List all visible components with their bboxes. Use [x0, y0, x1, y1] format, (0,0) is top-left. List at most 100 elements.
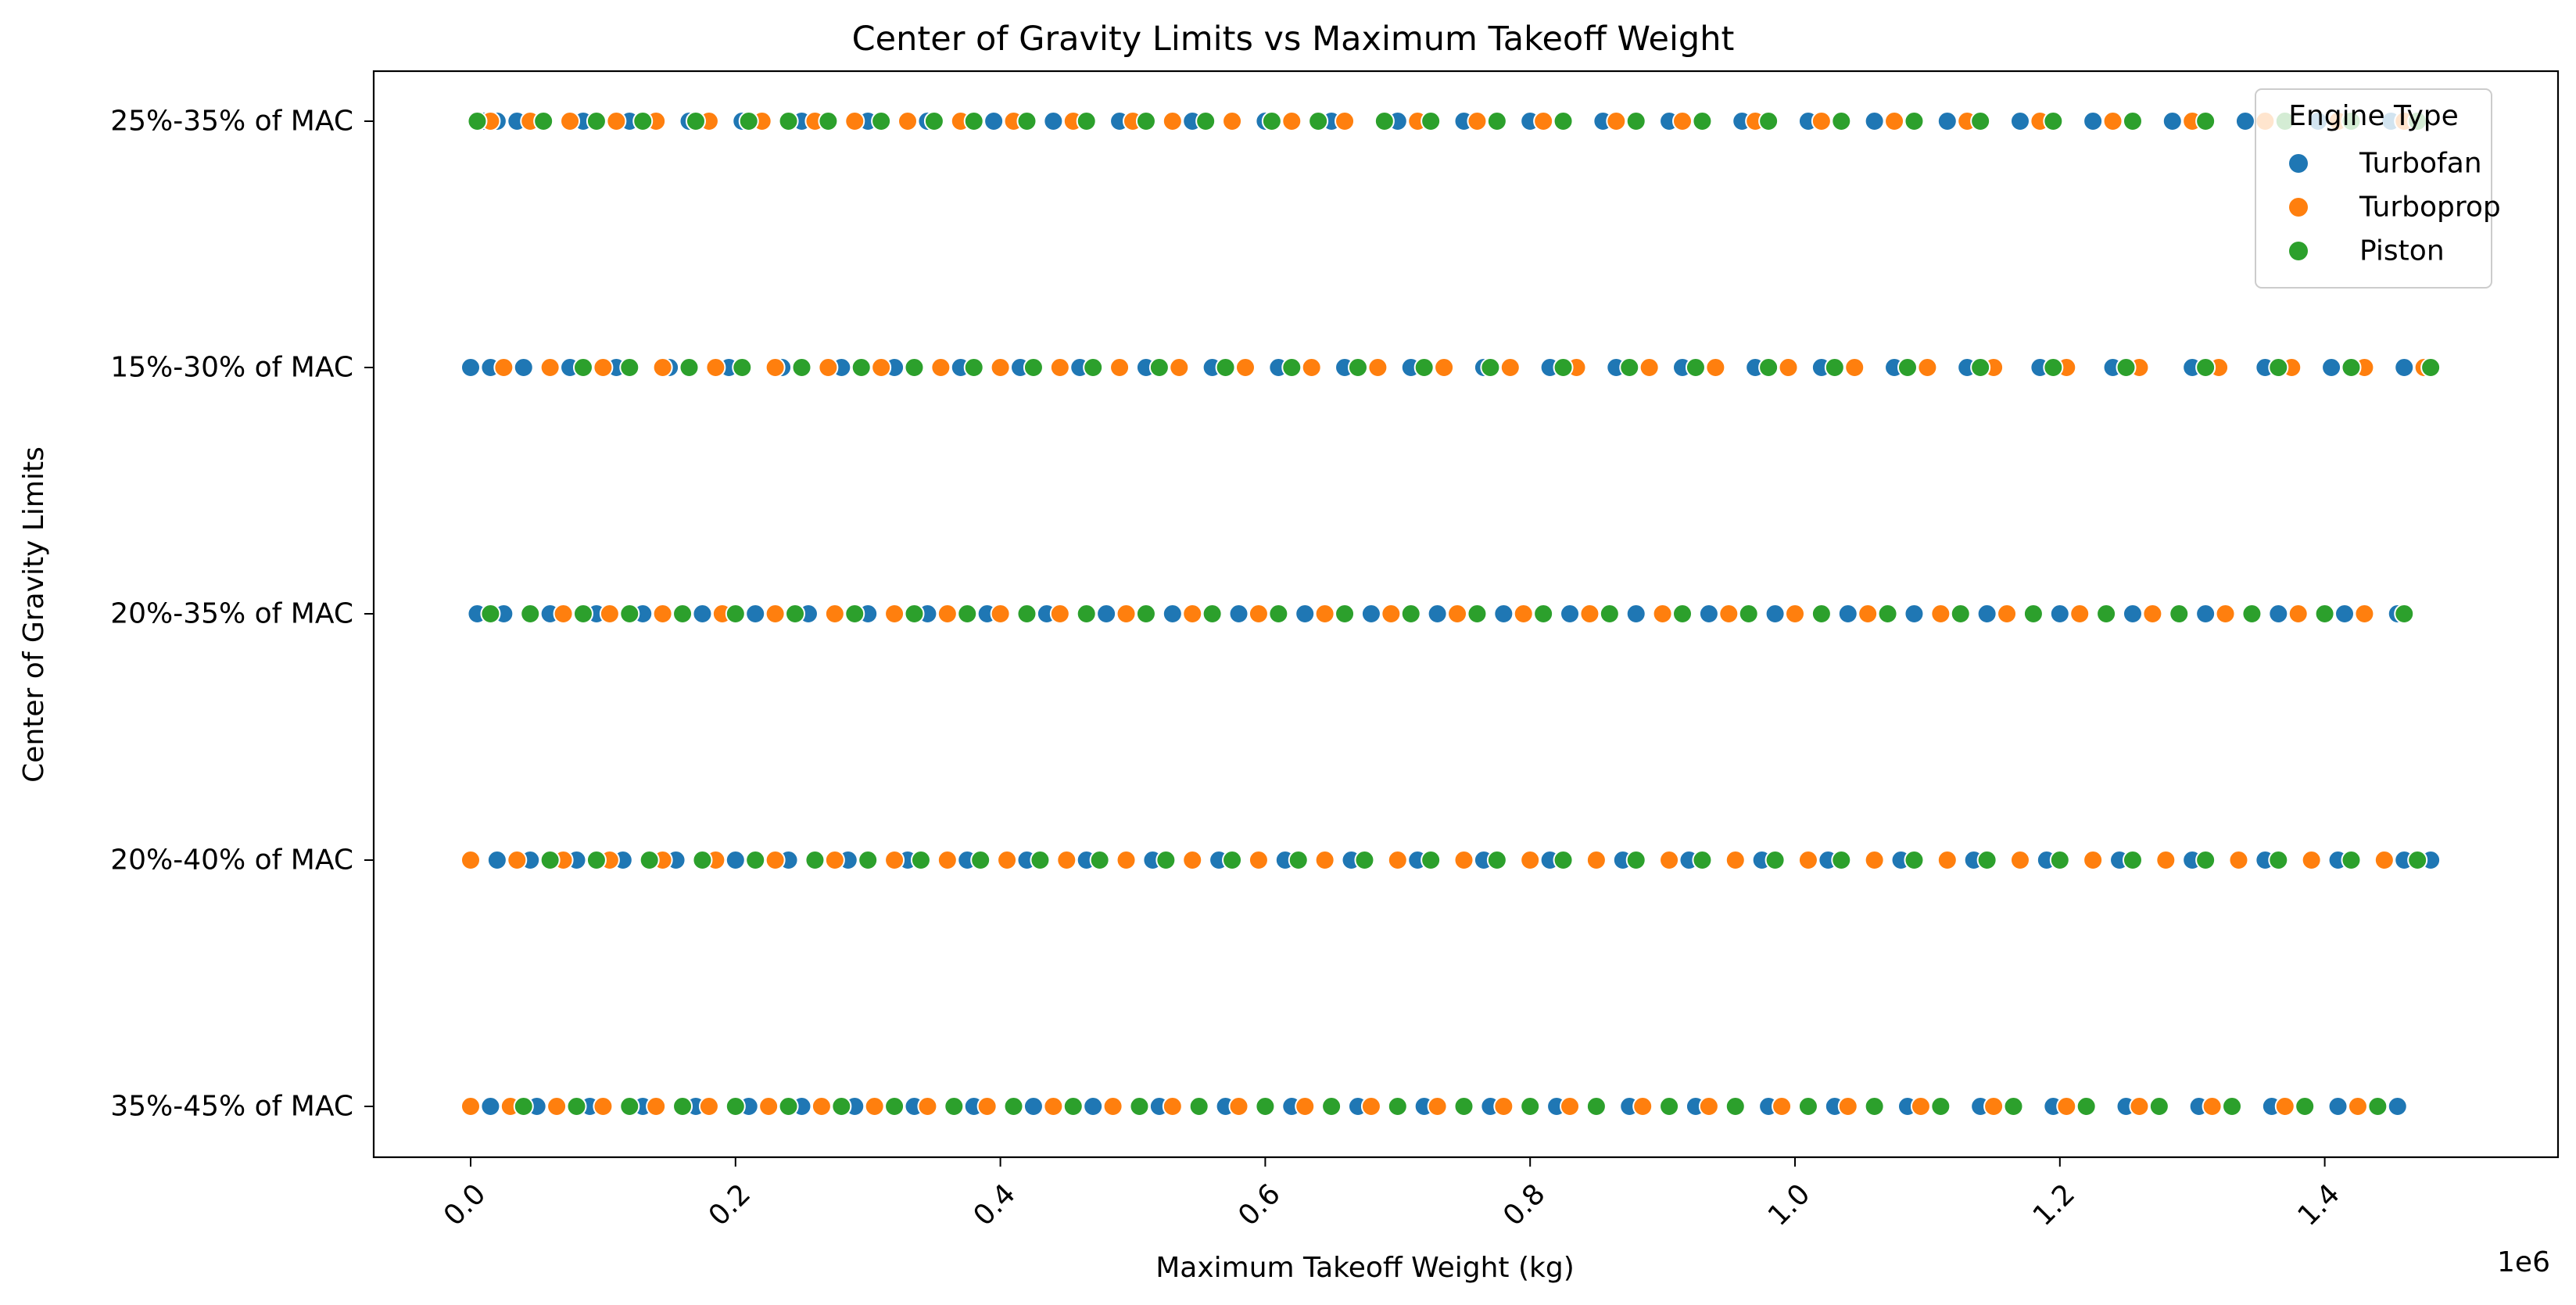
data-point [1360, 1096, 1381, 1117]
data-point [1148, 357, 1170, 378]
data-point [1560, 604, 1581, 624]
data-point [1797, 1096, 1818, 1117]
data-point [1043, 1096, 1064, 1117]
data-point [1936, 850, 1958, 870]
data-point [619, 1096, 640, 1117]
data-point [1447, 604, 1468, 624]
data-point [1255, 1096, 1276, 1117]
data-point [1520, 850, 1541, 870]
data-point [1434, 357, 1455, 378]
data-point [2009, 850, 2030, 870]
data-point [1016, 604, 1037, 624]
data-point [884, 850, 905, 870]
data-point [1248, 850, 1269, 870]
data-point [1480, 357, 1501, 378]
data-point [2122, 850, 2143, 870]
data-point [1155, 850, 1177, 870]
data-point [646, 1096, 667, 1117]
legend-label: Piston [2359, 235, 2445, 267]
data-point [1049, 357, 1070, 378]
data-point [1354, 850, 1375, 870]
data-point [765, 357, 786, 378]
data-point [1023, 1096, 1044, 1117]
data-point [1162, 1096, 1183, 1117]
data-point [844, 111, 865, 131]
data-point [460, 850, 481, 870]
y-tick-label: 35%-45% of MAC [110, 1091, 353, 1123]
data-points [460, 111, 2442, 1117]
data-point [2056, 1096, 2077, 1117]
data-point [824, 604, 845, 624]
data-point [1950, 604, 1971, 624]
data-point [1096, 604, 1117, 624]
data-point [1248, 604, 1269, 624]
data-point [2076, 1096, 2097, 1117]
data-point [1076, 604, 1097, 624]
data-point [593, 357, 614, 378]
data-point [2142, 604, 2163, 624]
data-point [1182, 850, 1203, 870]
data-point [705, 357, 726, 378]
data-point [963, 111, 984, 131]
data-point [1268, 604, 1289, 624]
data-point [1135, 604, 1156, 624]
data-point [1321, 1096, 1342, 1117]
data-point [2314, 604, 2335, 624]
data-point [871, 111, 892, 131]
data-point [1785, 604, 1805, 624]
data-point [672, 604, 693, 624]
data-point [1625, 850, 1646, 870]
data-point [1427, 604, 1448, 624]
data-point [871, 357, 892, 378]
y-tick-label: 15%-30% of MAC [110, 352, 353, 384]
data-point [997, 850, 1018, 870]
data-point [2268, 357, 2289, 378]
data-point [957, 604, 978, 624]
data-point [2043, 357, 2064, 378]
data-point [1778, 357, 1799, 378]
data-point [1904, 604, 1925, 624]
chart-title: Center of Gravity Limits vs Maximum Take… [852, 20, 1735, 59]
data-point [553, 604, 574, 624]
data-point [1162, 604, 1183, 624]
data-point [1400, 604, 1421, 624]
data-point [1109, 357, 1130, 378]
data-point [2195, 850, 2216, 870]
data-point [1639, 357, 1660, 378]
data-point [2288, 604, 2309, 624]
legend-marker [2289, 242, 2308, 260]
data-point [1427, 1096, 1448, 1117]
data-point [864, 1096, 885, 1117]
data-point [785, 604, 806, 624]
data-point [1016, 111, 1037, 131]
data-point [910, 850, 931, 870]
data-point [2022, 604, 2044, 624]
data-point [1335, 604, 1356, 624]
data-point [1387, 1096, 1408, 1117]
data-point [1864, 850, 1885, 870]
data-point [2122, 604, 2143, 624]
data-point [2202, 1096, 2223, 1117]
data-point [804, 850, 826, 870]
data-point [1758, 357, 1779, 378]
data-point [572, 357, 593, 378]
data-point [1202, 604, 1223, 624]
data-point [1824, 357, 1845, 378]
data-point [1599, 604, 1620, 624]
data-point [1281, 111, 1302, 131]
data-point [619, 604, 640, 624]
data-point [944, 1096, 965, 1117]
data-point [1486, 111, 1507, 131]
legend-label: Turbofan [2359, 148, 2482, 180]
data-point [745, 850, 766, 870]
data-point [599, 604, 620, 624]
data-point [606, 111, 627, 131]
data-point [844, 604, 865, 624]
data-point [539, 850, 561, 870]
data-point [1228, 1096, 1249, 1117]
data-point [1076, 111, 1097, 131]
data-point [2268, 850, 2289, 870]
data-point [2407, 850, 2428, 870]
data-point [493, 357, 514, 378]
data-point [765, 850, 786, 870]
